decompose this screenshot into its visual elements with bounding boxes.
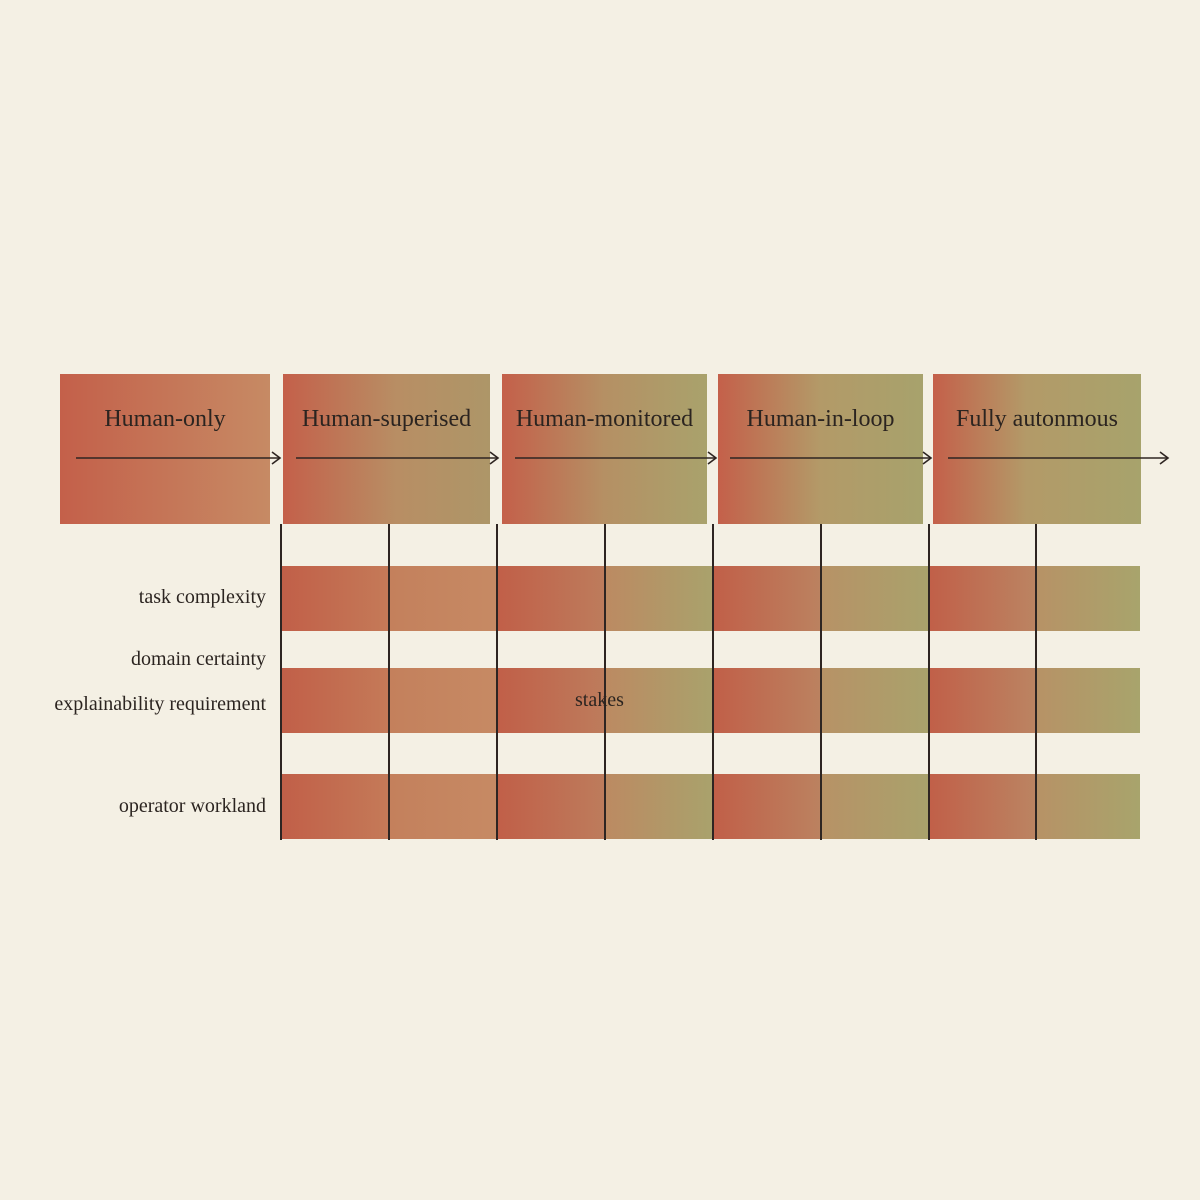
band-segment: [389, 774, 497, 839]
band-segment: [928, 668, 1036, 733]
band-segment: [605, 668, 713, 733]
divider-line: [604, 524, 606, 840]
stage-label: Human-monitored: [515, 406, 694, 432]
factor-band-task-complexity: [281, 566, 1140, 631]
divider-line: [1035, 524, 1037, 840]
arrow-1: [76, 451, 282, 465]
band-segment: [605, 566, 713, 631]
stage-label: Human-only: [104, 406, 226, 432]
divider-line: [388, 524, 390, 840]
band-segment: [821, 566, 928, 631]
factor-label-domain-certainty: domain certainty: [131, 648, 266, 670]
band-segment: [821, 668, 928, 733]
divider-line: [712, 524, 714, 840]
stage-human-only: Human-only: [60, 374, 270, 524]
band-segment: [497, 774, 605, 839]
band-segment: [281, 774, 389, 839]
stage-label: Human-in-loop: [746, 406, 895, 432]
band-segment: [713, 566, 821, 631]
band-segment: [389, 566, 497, 631]
stage-human-in-loop: Human-in-loop: [718, 374, 923, 524]
divider-line: [820, 524, 822, 840]
arrow-5: [948, 451, 1170, 465]
band-segment: [605, 774, 713, 839]
arrow-4: [730, 451, 933, 465]
factor-label-operator-workload: operator workland: [118, 795, 266, 817]
factor-label-explainability: explainability requirement: [54, 693, 266, 715]
stage-label: Human-superised: [301, 406, 472, 432]
band-segment: [821, 774, 928, 839]
band-segment: [713, 774, 821, 839]
divider-line: [280, 524, 282, 840]
factor-label-task-complexity: task complexity: [138, 586, 266, 608]
divider-line: [928, 524, 930, 840]
band-segment: [389, 668, 497, 733]
arrow-2: [296, 451, 500, 465]
stage-human-monitored: Human-monitored: [502, 374, 707, 524]
arrow-3: [515, 451, 718, 465]
band-segment: [1036, 668, 1140, 733]
stage-fully-autonomous: Fully autonmous: [933, 374, 1141, 524]
stage-label: Fully autonmous: [955, 406, 1118, 432]
band-segment: [281, 566, 389, 631]
band-segment: [281, 668, 389, 733]
band-segment: [1036, 566, 1140, 631]
stage-human-supervised: Human-superised: [283, 374, 490, 524]
band-segment: [928, 774, 1036, 839]
factor-band-operator-workload: [281, 774, 1140, 839]
band-segment: [497, 566, 605, 631]
band-segment: [1036, 774, 1140, 839]
band-segment: [497, 668, 605, 733]
stakes-annotation: stakes: [575, 689, 624, 711]
band-segment: [713, 668, 821, 733]
divider-line: [496, 524, 498, 840]
band-segment: [928, 566, 1036, 631]
factor-band-explainability: [281, 668, 1140, 733]
